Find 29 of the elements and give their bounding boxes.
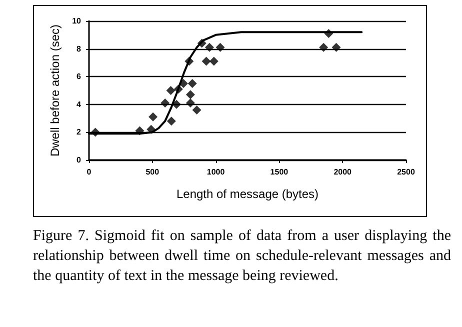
caption: Figure 7. Sigmoid fit on sample of data from a user displaying the relationship between dwell time on schedule-relevant messages and the quantity of text in the message being reviewed. <box>33 227 451 286</box>
point <box>204 42 214 52</box>
y-axis-title: Dwell before action (sec) <box>48 24 62 157</box>
point <box>209 56 218 66</box>
y-tick-label: 2 <box>76 128 82 137</box>
y-tick-label: 8 <box>76 44 82 54</box>
x-tick-label: 2500 <box>397 168 416 176</box>
point <box>166 116 176 126</box>
point <box>202 56 211 66</box>
point <box>148 112 158 122</box>
point <box>188 79 197 88</box>
point <box>186 98 195 108</box>
point <box>160 98 170 108</box>
point <box>319 42 328 52</box>
x-axis-title: Length of message (bytes) <box>176 187 319 201</box>
x-tick-label: 1000 <box>206 168 226 176</box>
y-tick-label: 6 <box>76 72 82 82</box>
point <box>216 42 225 52</box>
y-tick-label: 10 <box>72 16 82 26</box>
x-tick-label: 2000 <box>334 168 352 176</box>
x-tick-label: 0 <box>86 168 92 176</box>
x-tick-label: 1500 <box>270 168 289 176</box>
point <box>186 90 195 100</box>
x-tick-label: 500 <box>146 168 160 176</box>
point <box>192 105 202 114</box>
point <box>332 42 341 52</box>
y-tick-label: 0 <box>76 156 82 164</box>
y-tick-label: 4 <box>76 100 82 109</box>
point <box>166 86 176 95</box>
